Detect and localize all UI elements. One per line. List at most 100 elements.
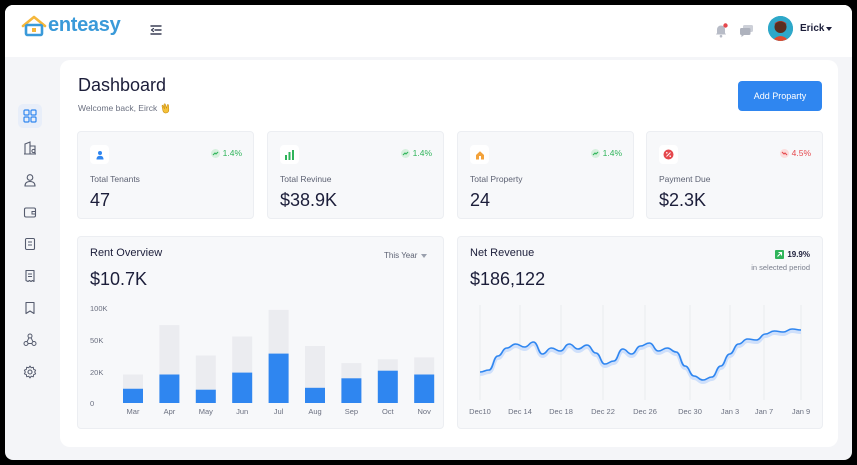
bar — [377, 370, 398, 403]
change-value: 19.9% — [787, 250, 810, 259]
x-tick-label: Dec 22 — [591, 407, 615, 416]
add-property-button[interactable]: Add Proparty — [738, 81, 822, 111]
gear-icon — [23, 365, 37, 379]
x-tick-label: Dec 14 — [508, 407, 532, 416]
brand-name: enteasy — [48, 14, 121, 36]
stat-label: Total Revinue — [280, 174, 332, 184]
document-icon — [24, 237, 36, 251]
change-badge: 1.4% — [210, 148, 242, 158]
chart-title: Rent Overview — [90, 247, 163, 259]
x-tick-label: Dec10 — [469, 407, 491, 416]
user-avatar-icon — [768, 16, 793, 41]
stat-card-tenants: 1.4% Total Tenants 47 — [77, 131, 254, 219]
y-tick-label: 100K — [90, 305, 108, 313]
sidebar-item-dashboard[interactable] — [18, 104, 42, 128]
x-tick-label: Oct — [382, 407, 395, 416]
sidebar — [5, 57, 55, 460]
dashboard-panel: Dashboard Welcome back, Eirck Add Propar… — [60, 60, 838, 447]
change-value: 1.4% — [222, 148, 242, 158]
card-icon-box — [90, 145, 109, 164]
chat-icon[interactable] — [738, 21, 756, 39]
chevron-down-icon — [421, 253, 428, 258]
arrow-up-right-icon — [775, 250, 785, 259]
change-value: 1.4% — [412, 148, 432, 158]
trend-up-icon — [590, 148, 600, 158]
card-icon-box — [659, 145, 678, 164]
percent-icon — [663, 149, 674, 160]
stat-card-payment-due: 4.5% Payment Due $2.3K — [646, 131, 823, 219]
rent-bar-chart: 100K 50K 20K 0 Mar Apr May Jun Jul Aug Sep Oct Nov — [90, 305, 435, 416]
x-tick-label: Dec 30 — [678, 407, 702, 416]
app-window: enteasy Erick — [5, 5, 852, 460]
bookmark-icon — [25, 301, 35, 315]
chevron-down-icon[interactable] — [826, 27, 832, 31]
bar — [123, 388, 143, 403]
rent-overview-card: Rent Overview $10.7K This Year 100K 50K 20… — [77, 236, 444, 429]
user-icon — [24, 174, 36, 187]
series-line-shadow — [479, 328, 802, 385]
grid-icon — [23, 109, 37, 123]
x-tick-label: Dec 18 — [549, 407, 573, 416]
y-tick-label: 20K — [90, 368, 103, 377]
user-name[interactable]: Erick — [800, 23, 825, 34]
change-badge: 19.9% — [775, 250, 810, 259]
x-tick-label: Aug — [308, 407, 321, 416]
sidebar-item-documents[interactable] — [18, 232, 42, 256]
house-logo-icon — [21, 15, 47, 36]
person-icon — [96, 150, 103, 159]
sidebar-item-settings[interactable] — [18, 360, 42, 384]
x-tick-label: May — [199, 407, 213, 416]
bar-chart-icon — [285, 149, 294, 160]
change-badge: 1.4% — [590, 148, 622, 158]
x-tick-label: Mar — [127, 407, 140, 416]
house-icon — [475, 150, 484, 159]
page-title: Dashboard — [78, 75, 167, 95]
stat-value: 24 — [470, 190, 491, 210]
net-revenue-card: Net Revenue $186,122 19.9% in selected p… — [457, 236, 823, 429]
change-note: in selected period — [751, 263, 810, 272]
x-tick-label: Jan 3 — [721, 407, 739, 416]
welcome-message: Welcome back, Eirck — [78, 102, 173, 114]
avatar[interactable] — [768, 16, 793, 41]
top-bar: enteasy Erick — [5, 5, 852, 57]
chart-total: $10.7K — [90, 269, 148, 289]
x-tick-label: Apr — [164, 407, 176, 416]
bar — [341, 378, 362, 403]
sidebar-item-receipts[interactable] — [18, 264, 42, 288]
trend-up-icon — [400, 148, 410, 158]
x-tick-label: Jul — [274, 407, 284, 416]
period-value: This Year — [384, 251, 418, 260]
chart-total: $186,122 — [470, 269, 546, 289]
bell-icon[interactable] — [712, 21, 730, 39]
bar — [305, 387, 325, 403]
bar — [414, 374, 435, 403]
sidebar-item-wallet[interactable] — [18, 200, 42, 224]
collapse-menu-icon[interactable] — [148, 22, 164, 38]
card-icon-box — [280, 145, 299, 164]
x-tick-label: Dec 26 — [633, 407, 657, 416]
series-line — [479, 328, 802, 381]
x-tick-label: Jun — [236, 407, 248, 416]
sidebar-item-saved[interactable] — [18, 296, 42, 320]
logo[interactable]: enteasy — [21, 14, 121, 37]
stat-value: 47 — [90, 190, 111, 210]
trend-down-icon — [779, 148, 789, 158]
x-tick-label: Sep — [345, 407, 358, 416]
card-icon-box — [470, 145, 489, 164]
bar — [268, 353, 289, 403]
trend-up-icon — [210, 148, 220, 158]
stat-label: Total Property — [470, 174, 523, 184]
sidebar-item-properties[interactable] — [18, 136, 42, 160]
welcome-text: Welcome back, Eirck — [78, 103, 158, 113]
stat-label: Total Tenants — [90, 174, 140, 184]
bar — [159, 374, 180, 403]
y-tick-label: 50K — [90, 336, 103, 345]
receipt-icon — [25, 269, 35, 283]
x-tick-label: Jan 7 — [755, 407, 773, 416]
bar — [232, 372, 253, 403]
y-tick-label: 0 — [90, 399, 94, 408]
sidebar-item-network[interactable] — [18, 328, 42, 352]
sidebar-item-tenants[interactable] — [18, 168, 42, 192]
change-badge: 1.4% — [400, 148, 432, 158]
period-select[interactable]: This Year — [384, 251, 428, 260]
